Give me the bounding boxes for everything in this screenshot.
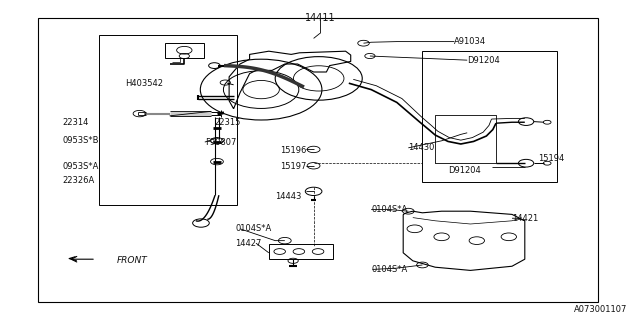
Text: 15194: 15194 — [538, 154, 564, 163]
Text: 14427: 14427 — [236, 239, 262, 248]
Text: 0953S*A: 0953S*A — [63, 162, 99, 171]
Text: 14443: 14443 — [275, 192, 301, 201]
Text: A91034: A91034 — [454, 37, 486, 46]
Text: 0104S*A: 0104S*A — [236, 224, 272, 233]
Text: H403542: H403542 — [125, 79, 163, 88]
Text: 22314: 22314 — [63, 118, 89, 127]
Bar — [269, 244, 333, 259]
Text: D91204: D91204 — [448, 166, 481, 175]
Text: A073001107: A073001107 — [574, 305, 627, 314]
Text: 0953S*B: 0953S*B — [63, 136, 99, 145]
Text: 0104S*A: 0104S*A — [371, 205, 408, 214]
Text: 14411: 14411 — [305, 13, 335, 23]
Text: FRONT: FRONT — [117, 256, 148, 265]
Text: 15196: 15196 — [280, 146, 306, 155]
Text: 14430: 14430 — [408, 143, 435, 152]
Bar — [38, 18, 598, 302]
Bar — [422, 51, 557, 182]
Text: D91204: D91204 — [467, 56, 500, 65]
Text: 15197: 15197 — [280, 162, 306, 171]
Text: 0104S*A: 0104S*A — [371, 265, 408, 274]
Bar — [99, 35, 237, 205]
Text: F90807: F90807 — [205, 138, 236, 147]
Text: 14421: 14421 — [512, 214, 538, 223]
Bar — [165, 43, 204, 58]
Text: 22326A: 22326A — [63, 176, 95, 185]
Text: 22315: 22315 — [214, 118, 241, 127]
